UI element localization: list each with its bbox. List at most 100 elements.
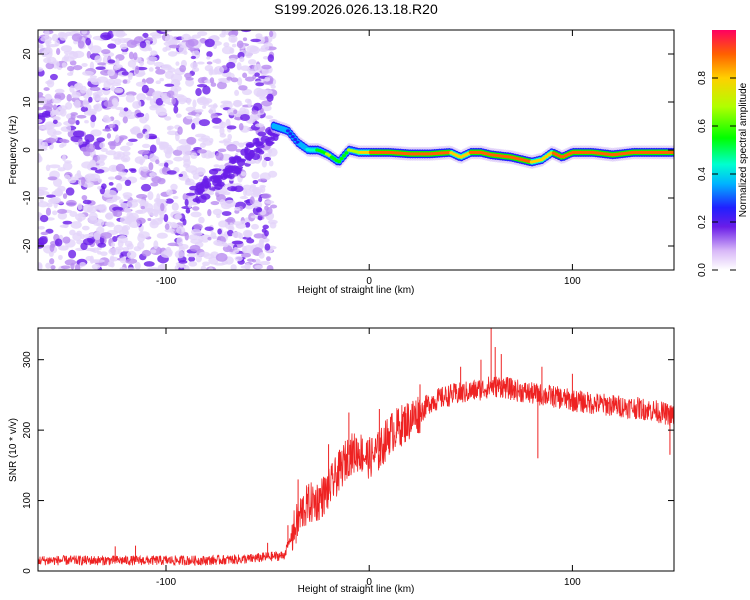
- noise-speckle: [142, 32, 149, 38]
- diagonal-feature: [267, 131, 273, 136]
- noise-speckle: [157, 217, 164, 222]
- noise-speckle: [129, 127, 141, 134]
- noise-speckle: [136, 93, 147, 102]
- noise-speckle: [119, 43, 128, 50]
- noise-speckle: [85, 143, 96, 153]
- noise-speckle: [207, 236, 212, 241]
- diagonal-feature: [260, 135, 270, 143]
- colorbar-tick-label: 0.6: [697, 119, 708, 133]
- diagonal-feature: [185, 192, 196, 196]
- noise-speckle: [58, 245, 69, 251]
- noise-speckle: [119, 267, 127, 270]
- noise-speckle: [178, 173, 184, 177]
- noise-speckle: [190, 55, 197, 60]
- diagonal-feature: [194, 188, 202, 196]
- noise-speckle: [219, 199, 226, 206]
- noise-speckle: [240, 171, 247, 177]
- noise-speckle: [108, 248, 120, 256]
- noise-speckle: [117, 240, 124, 248]
- noise-speckle: [49, 110, 55, 117]
- noise-speckle: [61, 62, 67, 68]
- colorbar-label: Normalized spectral amplitude: [738, 82, 749, 217]
- noise-speckle: [244, 76, 255, 82]
- noise-speckle: [193, 223, 203, 230]
- x-tick-label: 100: [564, 276, 581, 287]
- noise-speckle: [196, 83, 208, 88]
- noise-speckle: [100, 148, 108, 153]
- noise-speckle: [88, 96, 93, 103]
- noise-speckle: [130, 111, 136, 115]
- noise-speckle: [115, 182, 123, 192]
- noise-speckle: [261, 159, 267, 168]
- noise-speckle: [87, 215, 98, 224]
- y-tick-label: 100: [22, 492, 33, 509]
- noise-speckle: [221, 46, 234, 55]
- noise-speckle: [54, 238, 63, 247]
- noise-speckle: [140, 183, 152, 192]
- noise-speckle: [107, 69, 115, 77]
- noise-speckle: [236, 62, 242, 71]
- noise-speckle: [75, 120, 80, 126]
- noise-speckle: [159, 144, 166, 151]
- diagonal-feature: [230, 157, 237, 165]
- noise-speckle: [244, 221, 251, 228]
- noise-speckle: [57, 208, 68, 214]
- noise-speckle: [202, 85, 211, 95]
- noise-speckle: [221, 79, 231, 84]
- noise-speckle: [202, 99, 210, 106]
- noise-speckle: [218, 164, 225, 170]
- noise-speckle: [128, 51, 134, 60]
- noise-speckle: [69, 85, 75, 93]
- noise-speckle: [217, 148, 227, 153]
- noise-speckle: [81, 30, 88, 35]
- noise-speckle: [122, 247, 130, 252]
- noise-speckle: [137, 149, 150, 155]
- noise-speckle: [74, 264, 81, 270]
- noise-speckle: [76, 230, 83, 237]
- noise-speckle: [99, 142, 106, 149]
- noise-speckle: [141, 249, 152, 257]
- noise-speckle: [40, 231, 49, 236]
- noise-speckle: [168, 44, 181, 49]
- noise-speckle: [39, 197, 44, 204]
- noise-speckle: [54, 94, 62, 100]
- noise-speckle: [227, 133, 233, 141]
- noise-speckle: [206, 61, 213, 65]
- noise-speckle: [52, 119, 58, 125]
- noise-speckle: [157, 264, 165, 270]
- noise-speckle: [147, 267, 160, 270]
- noise-speckle: [81, 194, 88, 201]
- y-tick-label: -10: [22, 190, 33, 205]
- noise-speckle: [139, 40, 147, 49]
- noise-speckle: [223, 42, 230, 48]
- noise-speckle: [150, 50, 158, 57]
- noise-speckle: [261, 193, 272, 199]
- noise-speckle: [195, 254, 202, 263]
- noise-speckle: [189, 244, 201, 252]
- noise-speckle: [38, 92, 44, 97]
- noise-speckle: [196, 149, 207, 154]
- noise-speckle: [212, 125, 223, 129]
- noise-speckle: [249, 196, 255, 205]
- noise-speckle: [115, 58, 120, 67]
- noise-speckle: [267, 170, 278, 178]
- noise-speckle: [52, 98, 62, 104]
- noise-speckle: [143, 261, 155, 267]
- noise-speckle: [166, 144, 173, 154]
- diagonal-feature: [257, 131, 267, 137]
- noise-speckle: [155, 159, 160, 165]
- noise-speckle: [39, 214, 49, 223]
- noise-speckle: [253, 102, 263, 111]
- noise-speckle: [209, 77, 215, 84]
- noise-speckle: [217, 228, 222, 235]
- diagonal-feature: [235, 167, 242, 175]
- noise-speckle: [268, 160, 274, 167]
- noise-speckle: [157, 177, 166, 185]
- noise-speckle: [260, 186, 266, 193]
- noise-speckle: [246, 238, 255, 244]
- noise-speckle: [89, 86, 101, 92]
- noise-speckle: [253, 233, 265, 239]
- noise-speckle: [148, 135, 158, 140]
- noise-speckle: [195, 88, 202, 97]
- noise-speckle: [173, 105, 179, 114]
